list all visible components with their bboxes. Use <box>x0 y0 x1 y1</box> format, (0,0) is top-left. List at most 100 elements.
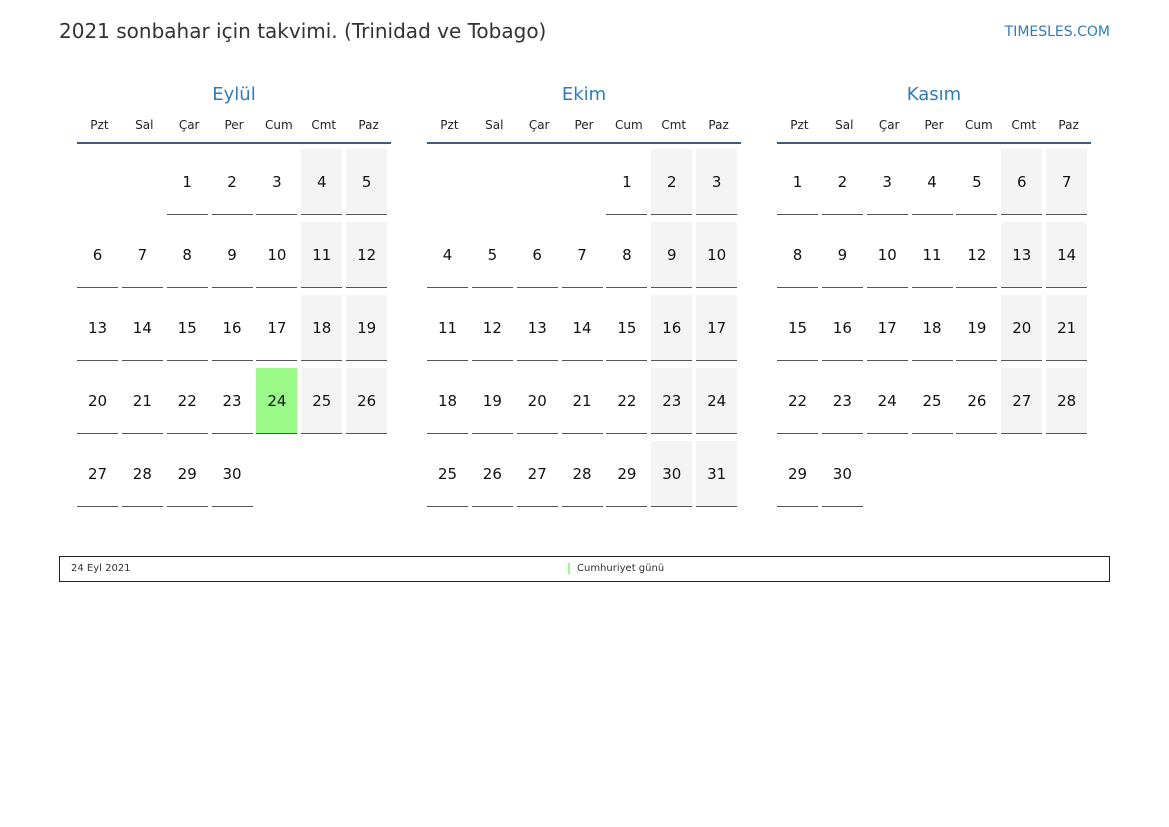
day-cell[interactable]: 3 <box>256 149 298 215</box>
day-cell[interactable]: 5 <box>956 149 998 215</box>
day-cell[interactable]: 19 <box>956 295 998 361</box>
day-cell[interactable]: 12 <box>471 295 513 361</box>
day-cell[interactable]: 5 <box>346 149 388 215</box>
day-cell[interactable]: 10 <box>696 222 738 288</box>
day-cell[interactable]: 9 <box>211 222 253 288</box>
day-cell[interactable]: 11 <box>911 222 953 288</box>
day-cell[interactable]: 27 <box>1001 368 1043 434</box>
day-cell[interactable]: 22 <box>606 368 648 434</box>
day-cell[interactable]: 3 <box>866 149 908 215</box>
day-cell[interactable]: 22 <box>777 368 818 434</box>
day-cell[interactable]: 21 <box>121 368 163 434</box>
day-cell[interactable]: 7 <box>1046 149 1088 215</box>
day-cell[interactable]: 7 <box>561 222 603 288</box>
day-cell[interactable]: 24 <box>256 368 298 434</box>
day-cell[interactable]: 22 <box>166 368 208 434</box>
day-cell[interactable]: 11 <box>427 295 468 361</box>
day-cell[interactable]: 26 <box>471 441 513 507</box>
day-cell[interactable]: 12 <box>956 222 998 288</box>
day-cell[interactable]: 19 <box>471 368 513 434</box>
day-cell[interactable]: 15 <box>777 295 818 361</box>
day-cell[interactable]: 20 <box>516 368 558 434</box>
day-cell[interactable]: 10 <box>256 222 298 288</box>
day-cell[interactable]: 16 <box>821 295 863 361</box>
day-cell[interactable]: 23 <box>651 368 693 434</box>
day-cell[interactable]: 9 <box>651 222 693 288</box>
day-cell[interactable]: 25 <box>427 441 468 507</box>
day-cell[interactable]: 21 <box>1046 295 1088 361</box>
day-cell[interactable]: 8 <box>777 222 818 288</box>
day-cell[interactable]: 16 <box>211 295 253 361</box>
day-cell[interactable]: 15 <box>166 295 208 361</box>
day-cell[interactable]: 27 <box>77 441 118 507</box>
day-cell[interactable]: 23 <box>211 368 253 434</box>
day-cell[interactable]: 12 <box>346 222 388 288</box>
day-cell[interactable]: 27 <box>516 441 558 507</box>
day-cell[interactable]: 17 <box>696 295 738 361</box>
day-cell[interactable]: 9 <box>821 222 863 288</box>
day-cell[interactable]: 4 <box>427 222 468 288</box>
empty-cell <box>77 149 118 215</box>
day-cell[interactable]: 2 <box>821 149 863 215</box>
day-cell[interactable]: 17 <box>256 295 298 361</box>
day-cell[interactable]: 24 <box>866 368 908 434</box>
month-name: Kasım <box>906 84 962 105</box>
day-cell[interactable]: 20 <box>77 368 118 434</box>
day-cell[interactable]: 28 <box>561 441 603 507</box>
day-cell[interactable]: 15 <box>606 295 648 361</box>
day-cell[interactable]: 16 <box>651 295 693 361</box>
day-cell[interactable]: 31 <box>696 441 738 507</box>
day-cell[interactable]: 29 <box>777 441 818 507</box>
day-cell[interactable]: 20 <box>1001 295 1043 361</box>
day-cell[interactable]: 25 <box>301 368 343 434</box>
empty-cell <box>256 441 297 507</box>
day-cell[interactable]: 4 <box>911 149 953 215</box>
day-cell[interactable]: 28 <box>121 441 163 507</box>
weekday-label: Cum <box>965 118 993 132</box>
day-cell[interactable]: 8 <box>606 222 648 288</box>
day-cell[interactable]: 5 <box>471 222 513 288</box>
day-cell[interactable]: 4 <box>301 149 343 215</box>
day-cell[interactable]: 18 <box>911 295 953 361</box>
day-cell[interactable]: 3 <box>696 149 738 215</box>
day-cell[interactable]: 21 <box>561 368 603 434</box>
day-cell[interactable]: 30 <box>211 441 253 507</box>
day-cell[interactable]: 30 <box>821 441 863 507</box>
day-cell[interactable]: 6 <box>77 222 118 288</box>
day-cell[interactable]: 1 <box>777 149 818 215</box>
day-cell[interactable]: 30 <box>651 441 693 507</box>
day-cell[interactable]: 10 <box>866 222 908 288</box>
day-cell[interactable]: 6 <box>516 222 558 288</box>
day-cell[interactable]: 26 <box>346 368 388 434</box>
day-cell[interactable]: 7 <box>121 222 163 288</box>
brand-link[interactable]: TIMESLES.COM <box>1004 24 1110 40</box>
day-cell[interactable]: 11 <box>301 222 343 288</box>
day-cell[interactable]: 1 <box>606 149 648 215</box>
day-cell[interactable]: 8 <box>166 222 208 288</box>
day-cell[interactable]: 23 <box>821 368 863 434</box>
weekday-label: Pzt <box>790 118 809 132</box>
day-cell[interactable]: 25 <box>911 368 953 434</box>
day-cell[interactable]: 18 <box>427 368 468 434</box>
day-cell[interactable]: 13 <box>77 295 118 361</box>
day-cell[interactable]: 19 <box>346 295 388 361</box>
day-cell[interactable]: 18 <box>301 295 343 361</box>
day-cell[interactable]: 14 <box>1046 222 1088 288</box>
day-cell[interactable]: 29 <box>166 441 208 507</box>
day-cell[interactable]: 24 <box>696 368 738 434</box>
weekday-label: Per <box>924 118 944 132</box>
day-cell[interactable]: 6 <box>1001 149 1043 215</box>
day-cell[interactable]: 14 <box>121 295 163 361</box>
day-cell[interactable]: 2 <box>651 149 693 215</box>
day-cell[interactable]: 13 <box>516 295 558 361</box>
day-cell[interactable]: 2 <box>211 149 253 215</box>
month-name: Eylül <box>212 84 256 105</box>
day-cell[interactable]: 14 <box>561 295 603 361</box>
day-cell[interactable]: 17 <box>866 295 908 361</box>
day-cell[interactable]: 28 <box>1046 368 1088 434</box>
day-cell[interactable]: 13 <box>1001 222 1043 288</box>
day-cell[interactable]: 26 <box>956 368 998 434</box>
day-cell[interactable]: 1 <box>166 149 208 215</box>
day-cell[interactable]: 29 <box>606 441 648 507</box>
weekday-label: Paz <box>1058 118 1079 132</box>
